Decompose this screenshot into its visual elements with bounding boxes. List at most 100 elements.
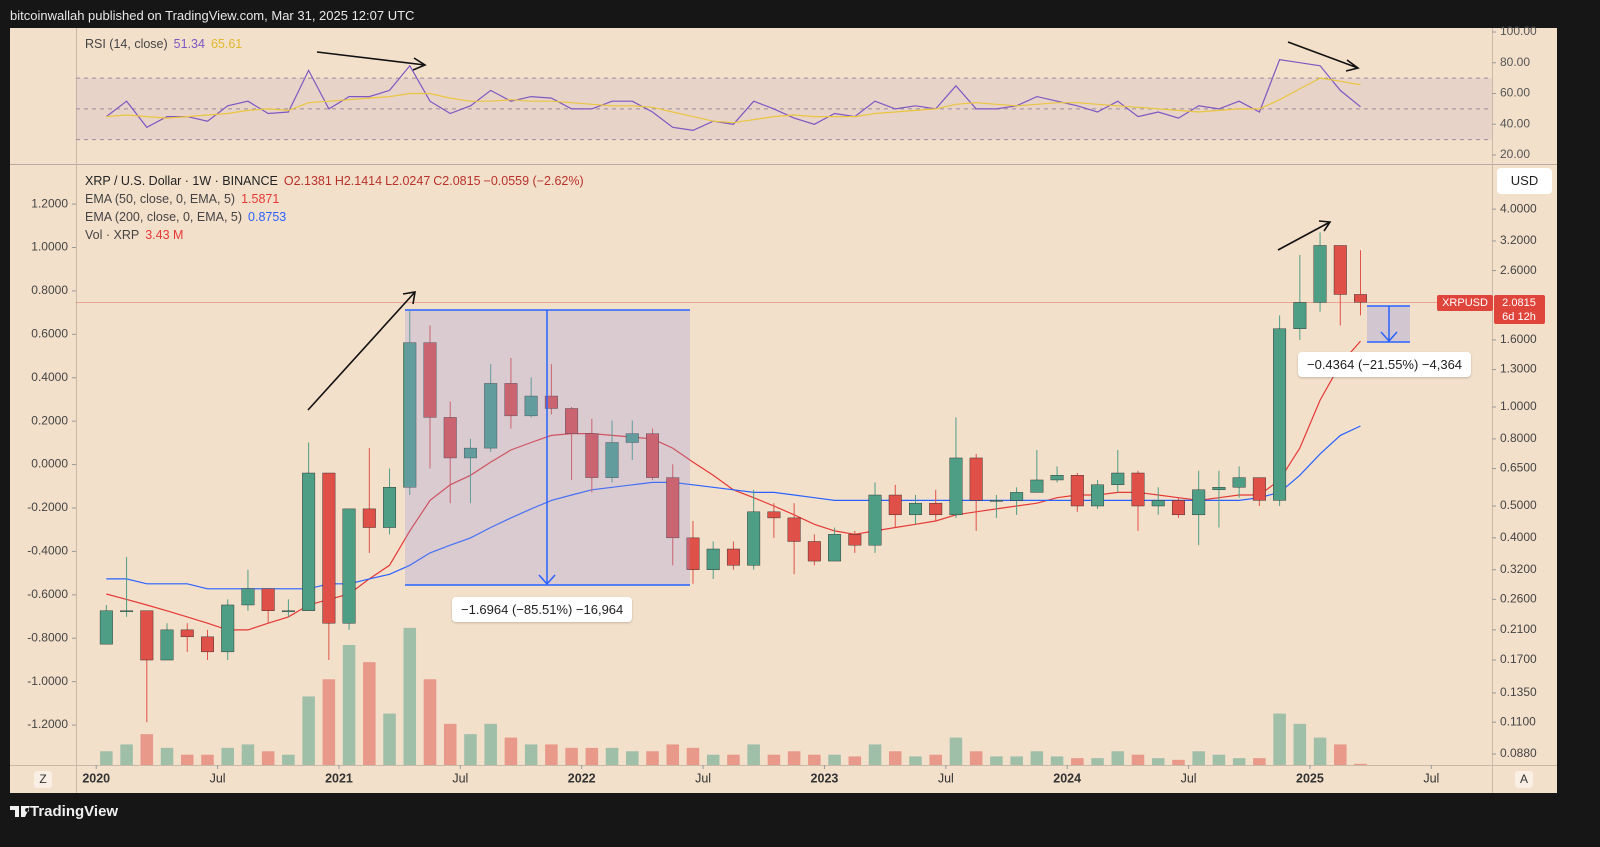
a-button[interactable]: A xyxy=(1520,772,1528,786)
y2-tick-label: -0.6000 xyxy=(27,587,68,601)
candle-body xyxy=(605,442,619,478)
volume-bar xyxy=(524,744,538,765)
y2-tick-label: 0.0000 xyxy=(31,457,68,471)
volume-bar xyxy=(241,744,255,765)
trend-arrow xyxy=(1287,41,1360,72)
volume-bar xyxy=(140,734,154,765)
y2-tick-label: 0.8000 xyxy=(31,283,68,297)
volume-bar xyxy=(322,679,336,765)
volume-bar xyxy=(443,723,457,765)
volume-bar xyxy=(1232,758,1246,765)
volume-bar xyxy=(221,747,234,765)
y-tick-label: 80.00 xyxy=(1500,55,1530,69)
x-tick-label: 2022 xyxy=(568,771,596,785)
volume-bar xyxy=(504,737,518,765)
x-tick-label: Jul xyxy=(1181,771,1197,785)
volume-bar xyxy=(585,747,599,765)
candle-body xyxy=(646,433,659,478)
ema50-value: 1.5871 xyxy=(241,192,280,206)
candle-body xyxy=(1050,475,1064,481)
candle-body xyxy=(1091,484,1105,507)
rsi-legend: RSI (14, close) 51.34 65.61 xyxy=(85,37,248,51)
candle-body xyxy=(281,610,295,612)
y-tick-label: 0.2600 xyxy=(1500,592,1537,606)
candle-body xyxy=(807,541,821,562)
y-tick-label: 0.1700 xyxy=(1500,652,1537,666)
y2-tick-label: -0.8000 xyxy=(27,630,68,644)
volume-bar xyxy=(747,744,760,765)
volume-bar xyxy=(1131,754,1145,765)
volume-bar xyxy=(828,754,841,765)
candle-body xyxy=(969,457,983,501)
rsi-ma-value: 65.61 xyxy=(210,37,243,51)
volume-bar xyxy=(787,751,801,765)
x-tick-label: 2025 xyxy=(1296,771,1324,785)
candle-body xyxy=(1354,294,1367,303)
symbol-title: XRP / U.S. Dollar · 1W · BINANCE xyxy=(85,174,278,188)
y-tick-label: 40.00 xyxy=(1500,116,1530,130)
candle-body xyxy=(726,548,740,566)
candle-body xyxy=(524,395,538,417)
y-tick-label: 0.1350 xyxy=(1500,685,1537,699)
candle-body xyxy=(1293,302,1307,329)
ohlc-high: H2.1414 xyxy=(334,174,383,188)
candle-body xyxy=(585,433,599,478)
x-tick-label: 2024 xyxy=(1053,771,1081,785)
candle-body xyxy=(1030,479,1044,493)
candle-body xyxy=(625,433,639,443)
last-price: 2.0815 xyxy=(1502,297,1536,309)
z-button[interactable]: Z xyxy=(39,772,46,786)
volume-bar xyxy=(666,744,680,765)
measure-label: −0.4364 (−21.55%) −4,364 xyxy=(1298,352,1472,377)
candle-body xyxy=(1171,500,1185,516)
candle-body xyxy=(1212,487,1226,491)
y-tick-label: 0.8000 xyxy=(1500,431,1537,445)
candle-body xyxy=(403,342,417,488)
volume-bar xyxy=(1313,737,1327,765)
candle-body xyxy=(484,383,498,449)
volume-bar xyxy=(383,713,396,765)
rsi-value: 51.34 xyxy=(173,37,205,51)
rsi-ma-line xyxy=(106,77,1361,124)
candle-body xyxy=(1273,328,1287,501)
candle-body xyxy=(1252,477,1266,501)
y-tick-label: 1.6000 xyxy=(1500,332,1537,346)
publish-info: bitcoinwallah published on TradingView.c… xyxy=(10,8,415,23)
y-tick-label: 0.6500 xyxy=(1500,461,1537,475)
candle-body xyxy=(686,537,700,570)
candle-body xyxy=(120,610,134,612)
x-tick-label: 2021 xyxy=(325,771,353,785)
y2-tick-label: -1.0000 xyxy=(27,674,68,688)
x-tick-label: 2023 xyxy=(811,771,839,785)
candle-body xyxy=(787,517,801,542)
y-tick-label: 1.3000 xyxy=(1500,362,1537,376)
candle-body xyxy=(1333,245,1347,295)
ohlc-open: O2.1381 xyxy=(283,174,332,188)
volume-bar xyxy=(969,751,983,765)
volume-bar xyxy=(545,744,558,765)
candle-body xyxy=(362,508,376,528)
candle-body xyxy=(929,502,943,516)
volume-bar xyxy=(565,747,578,765)
ema200-legend: EMA (200, close, 0, EMA, 5) 0.8753 xyxy=(85,210,292,224)
volume-bar xyxy=(484,723,497,765)
candle-body xyxy=(443,417,457,459)
candle-body xyxy=(848,534,862,546)
currency-button[interactable]: USD xyxy=(1497,168,1552,194)
volume-legend: Vol · XRP 3.43 M xyxy=(85,228,189,242)
y-tick-label: 20.00 xyxy=(1500,147,1530,161)
brand: TradingView xyxy=(30,803,119,820)
candle-body xyxy=(504,383,518,417)
candle-body xyxy=(302,472,316,611)
ema200-value: 0.8753 xyxy=(248,210,287,224)
volume-bar xyxy=(261,751,275,765)
volume-bar xyxy=(1253,758,1266,765)
candle-body xyxy=(544,395,558,409)
candle-body xyxy=(1232,477,1246,488)
y-tick-label: 0.4000 xyxy=(1500,530,1537,544)
measure-arrow xyxy=(1380,306,1398,343)
trend-arrow xyxy=(1277,220,1332,251)
y2-tick-label: 0.2000 xyxy=(31,413,68,427)
